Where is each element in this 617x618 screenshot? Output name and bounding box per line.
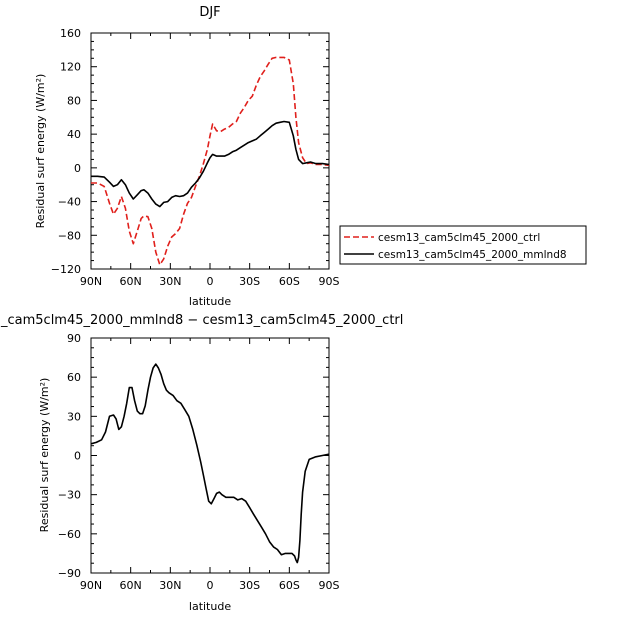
bottom-y-tick-label: −90 <box>58 567 81 580</box>
top-y-tick-label: −80 <box>58 229 81 242</box>
bottom-chart-title: _cam5clm45_2000_mmlnd8 − cesm13_cam5clm4… <box>0 313 403 328</box>
top-panel: DJF Residual surf energy (W/m²) latitude… <box>34 5 587 308</box>
bottom-x-tick-label: 60N <box>120 579 142 592</box>
bottom-x-axis-label: latitude <box>189 600 231 613</box>
top-y-tick-label: −40 <box>58 196 81 209</box>
top-y-tick-label: 40 <box>67 128 81 141</box>
top-series-line-1 <box>91 120 330 208</box>
top-x-tick-label: 90N <box>80 275 102 288</box>
top-x-tick-label: 0 <box>207 275 214 288</box>
top-x-tick-label: 30N <box>159 275 181 288</box>
top-x-tick-label: 30S <box>239 275 260 288</box>
top-x-tick-label: 60N <box>120 275 142 288</box>
top-x-tick-label: 60S <box>279 275 300 288</box>
bottom-y-tick-label: −30 <box>58 489 81 502</box>
top-x-axis-label: latitude <box>189 295 231 308</box>
bottom-plot-frame <box>90 337 330 574</box>
bottom-y-tick-label: 0 <box>74 450 81 463</box>
top-y-axis-label: Residual surf energy (W/m²) <box>34 74 47 229</box>
bottom-x-tick-label: 0 <box>207 579 214 592</box>
bottom-x-tick-label: 30N <box>159 579 181 592</box>
top-chart-title: DJF <box>199 5 220 20</box>
top-y-tick-label: −120 <box>51 263 81 276</box>
bottom-y-tick-label: 30 <box>67 410 81 423</box>
top-y-tick-label: 0 <box>74 162 81 175</box>
top-y-tick-label: 160 <box>60 27 81 40</box>
bottom-panel: _cam5clm45_2000_mmlnd8 − cesm13_cam5clm4… <box>0 313 403 613</box>
top-plot-frame <box>90 32 330 270</box>
legend-box <box>339 225 587 265</box>
top-y-tick-label: 120 <box>60 61 81 74</box>
top-y-tick-label: 80 <box>67 94 81 107</box>
legend-label-ctrl: cesm13_cam5clm45_2000_ctrl <box>378 232 540 244</box>
bottom-x-tick-label: 60S <box>279 579 300 592</box>
top-series-line-0 <box>91 56 330 266</box>
legend: cesm13_cam5clm45_2000_ctrl cesm13_cam5cl… <box>339 225 587 265</box>
bottom-x-tick-label: 30S <box>239 579 260 592</box>
legend-label-mmlnd8: cesm13_cam5clm45_2000_mmlnd8 <box>378 249 567 261</box>
bottom-y-tick-label: 90 <box>67 332 81 345</box>
bottom-x-tick-label: 90N <box>80 579 102 592</box>
bottom-y-tick-label: 60 <box>67 371 81 384</box>
top-x-tick-label: 90S <box>319 275 340 288</box>
bottom-y-axis-label: Residual surf energy (W/m²) <box>38 378 51 533</box>
bottom-x-tick-label: 90S <box>319 579 340 592</box>
bottom-y-tick-label: −60 <box>58 528 81 541</box>
bottom-series-line-0 <box>90 363 330 564</box>
